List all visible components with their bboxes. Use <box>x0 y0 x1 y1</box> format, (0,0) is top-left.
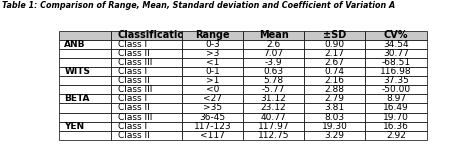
Text: Table 1: Comparison of Range, Mean, Standard deviation and Coefficient of Variat: Table 1: Comparison of Range, Mean, Stan… <box>2 1 396 10</box>
